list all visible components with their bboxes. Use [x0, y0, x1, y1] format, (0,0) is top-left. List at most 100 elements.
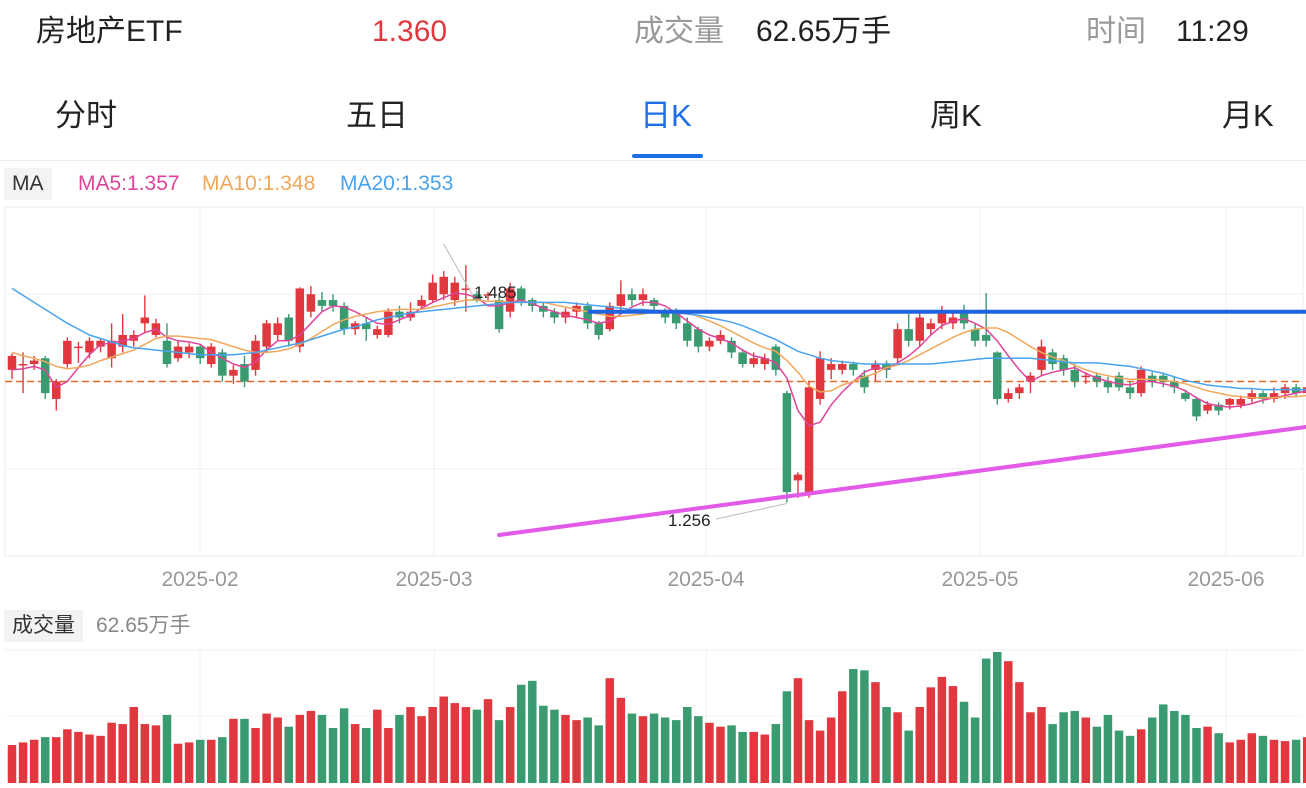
volume-bar [1181, 714, 1190, 783]
candle-body [1004, 393, 1013, 399]
volume-indicator-tag[interactable]: 成交量 [4, 610, 83, 642]
volume-bar [882, 707, 891, 783]
volume-bar [793, 678, 803, 783]
candle-body [184, 346, 194, 353]
volume-bar [262, 713, 271, 783]
volume-bar [605, 678, 615, 783]
candle-body [694, 329, 703, 347]
volume-bar [1059, 712, 1068, 783]
candle-body [738, 352, 747, 365]
volume-bar [771, 724, 781, 783]
volume-bar [52, 737, 61, 783]
candle-body [1236, 398, 1246, 405]
candle-body [107, 340, 116, 359]
candle-body [373, 329, 382, 335]
volume-value: 62.65万手 [756, 15, 892, 48]
volume-bar [915, 707, 924, 783]
candle-body [782, 393, 792, 493]
candle-body [1258, 393, 1268, 399]
candle-body [583, 305, 592, 324]
volume-bar [18, 742, 28, 783]
date-tick-label: 2025-06 [1187, 568, 1264, 591]
candle-body [140, 317, 150, 324]
volume-bar [96, 735, 105, 783]
volume-bar [151, 725, 161, 783]
candle-body [660, 311, 670, 318]
volume-bar [1081, 717, 1091, 783]
date-tick-label: 2025-05 [941, 568, 1018, 591]
volume-bar [1302, 737, 1306, 783]
candle-body [7, 355, 17, 370]
volume-bar [804, 720, 814, 783]
volume-bar [1136, 729, 1146, 783]
candle-body [361, 323, 371, 330]
volume-bar [705, 722, 714, 783]
volume-bar [594, 725, 603, 783]
candle-body [461, 288, 471, 290]
volume-bar [328, 727, 338, 783]
tab-intraday[interactable]: 分时 [55, 98, 117, 133]
volume-bar [373, 709, 382, 783]
volume-bar [184, 742, 194, 783]
volume-bar [472, 709, 482, 783]
candle-body [1247, 393, 1257, 399]
ma-indicator-tag[interactable]: MA [4, 168, 52, 200]
volume-bar [439, 696, 448, 783]
volume-bar [716, 726, 725, 783]
candle-body [627, 294, 637, 301]
volume-bar [118, 724, 127, 783]
candle-body [1081, 375, 1091, 378]
volume-bar [561, 714, 570, 783]
candle-body [1170, 381, 1179, 388]
candle-body [262, 323, 271, 347]
candle-body [1026, 375, 1035, 382]
candle-body [1225, 398, 1234, 405]
tab-weekly-k[interactable]: 周K [930, 98, 982, 133]
volume-bar [948, 686, 958, 783]
time-label: 时间 [1086, 15, 1146, 48]
active-tab-indicator [632, 154, 703, 158]
volume-bar [871, 682, 880, 783]
volume-bar [572, 720, 581, 783]
volume-bar [140, 724, 150, 783]
candle-body [638, 294, 648, 301]
candle-body [74, 346, 83, 349]
date-tick-label: 2025-04 [667, 568, 744, 591]
volume-bar [195, 739, 205, 783]
volume-bar [295, 714, 305, 783]
volume-bar [1192, 727, 1201, 783]
volume-bar [760, 734, 770, 783]
volume-bar [450, 703, 460, 783]
volume-bar [981, 658, 991, 783]
candle-body [1048, 352, 1057, 365]
candle-body [1269, 393, 1279, 399]
candles [7, 265, 1306, 503]
period-tabs: 分时 五日 日K 周K 月K [0, 88, 1306, 161]
volume-bar [384, 727, 393, 783]
candle-body [40, 358, 50, 394]
volume-bar [992, 652, 1002, 783]
volume-bar [1280, 741, 1290, 783]
tab-five-day[interactable]: 五日 [346, 98, 408, 133]
volume-bar [649, 713, 659, 783]
tab-daily-k[interactable]: 日K [640, 98, 692, 133]
volume-bar [494, 720, 504, 783]
volume-bar [671, 720, 681, 783]
volume-bar [74, 731, 83, 783]
candle-body [804, 387, 814, 493]
candle-body [771, 346, 781, 370]
tab-monthly-k[interactable]: 月K [1222, 98, 1274, 133]
volume-bar [959, 701, 969, 783]
candle-body [1103, 381, 1113, 388]
volume-bar [240, 718, 249, 783]
high-annotation-label: 1.485 [474, 283, 517, 302]
candle-body [860, 375, 869, 388]
candle-body [727, 340, 736, 353]
volume-bar [1291, 739, 1301, 783]
volume-bar [860, 670, 869, 783]
volume-bar [29, 739, 39, 783]
candle-body [1214, 404, 1223, 411]
volume-bar [1114, 730, 1124, 783]
volume-bar [1092, 726, 1102, 783]
